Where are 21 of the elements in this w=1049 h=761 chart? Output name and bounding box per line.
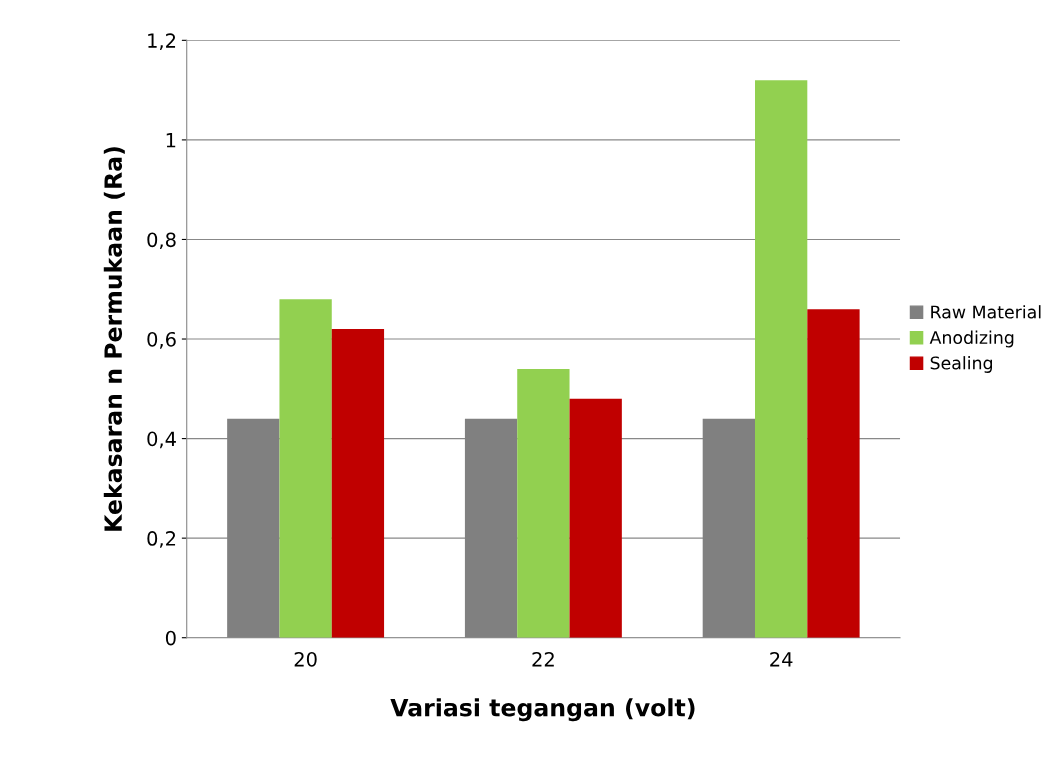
x-axis-title: Variasi tegangan (volt) — [390, 698, 695, 722]
y-tick-label: 0,6 — [147, 331, 176, 349]
legend-label: Raw Material — [931, 305, 1041, 319]
y-tick-label: 0,4 — [147, 431, 176, 449]
bar — [807, 309, 860, 638]
y-tick-label: 0 — [165, 630, 176, 646]
bar — [517, 368, 570, 638]
x-tick-label: 24 — [770, 651, 793, 667]
x-tick-label: 22 — [532, 651, 554, 667]
y-axis-title: Kekasaran n Permukaan (Ra) — [103, 147, 125, 531]
x-tick-label: 20 — [294, 651, 317, 667]
bar — [279, 299, 332, 638]
y-tick-label: 0,2 — [147, 531, 176, 548]
y-tick-label: 1,2 — [148, 33, 176, 50]
bar — [331, 329, 385, 638]
legend-label: Sealing — [930, 356, 992, 373]
y-tick-label: 0,8 — [147, 232, 176, 250]
bar — [569, 398, 622, 638]
legend-label: Anodizing — [929, 330, 1014, 348]
y-tick-label: 1 — [166, 133, 176, 148]
bar — [755, 80, 808, 638]
